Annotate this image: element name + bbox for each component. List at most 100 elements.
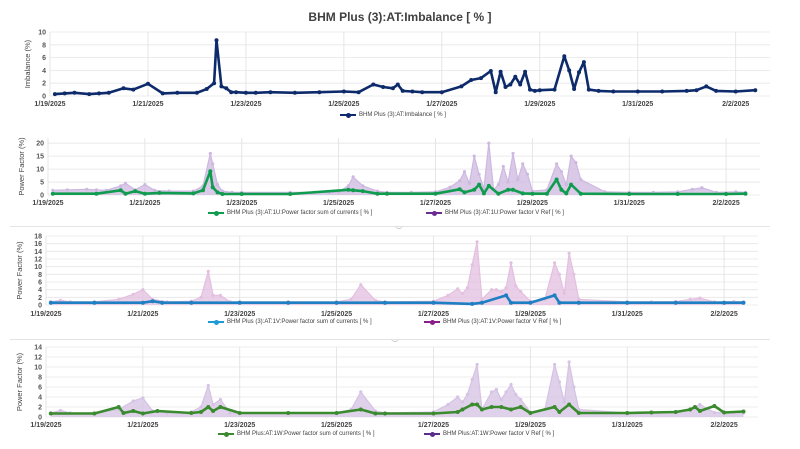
y-tick-label: 16 [34, 241, 42, 248]
data-point [48, 411, 53, 416]
data-point [160, 300, 165, 305]
legend-label: BHM Plus (3):AT:1V:Power factor V Ref [ … [443, 319, 562, 325]
data-point [341, 89, 346, 94]
legend-marker-icon [208, 319, 224, 325]
data-point [92, 411, 97, 416]
data-point [581, 60, 586, 65]
data-point [611, 89, 616, 94]
data-point [52, 92, 57, 97]
data-point [228, 411, 232, 415]
data-point [477, 172, 481, 176]
data-point [475, 402, 480, 407]
x-tick-label: 1/23/2025 [224, 311, 255, 318]
x-tick-label: 1/31/2025 [622, 101, 653, 108]
data-point [477, 182, 482, 187]
data-point [286, 300, 291, 305]
data-point [140, 411, 145, 416]
data-point [504, 390, 508, 394]
data-point [698, 296, 702, 300]
collapse-handle-icon[interactable] [391, 337, 399, 342]
x-tick-label: 1/23/2025 [226, 200, 257, 207]
data-point [119, 184, 123, 188]
data-point [141, 396, 145, 400]
x-tick-label: 1/21/2025 [127, 422, 158, 429]
data-point [286, 411, 291, 415]
data-point [528, 411, 533, 415]
data-point [465, 286, 469, 290]
x-tick-label: 1/29/2025 [517, 200, 548, 207]
data-point [218, 397, 222, 402]
data-point [390, 86, 395, 91]
data-point [577, 297, 581, 301]
data-point [700, 186, 704, 190]
data-point [459, 84, 464, 89]
data-point [487, 141, 491, 145]
y-tick-label: 15 [36, 154, 44, 161]
y-axis-label: Power Factor (%) [15, 352, 24, 411]
data-point [220, 192, 225, 196]
collapse-handle-icon[interactable] [395, 224, 403, 229]
data-point [106, 90, 111, 95]
data-point [470, 301, 475, 306]
data-point [475, 240, 479, 244]
data-point [116, 405, 121, 409]
y-tick-label: 20 [36, 141, 44, 148]
data-point [288, 192, 293, 196]
data-point [553, 261, 557, 265]
data-point [206, 405, 211, 409]
data-point [346, 187, 351, 192]
y-tick-label: 8 [38, 272, 42, 279]
data-point [155, 409, 160, 413]
data-point [506, 180, 510, 184]
data-point [523, 69, 528, 74]
legend-marker-icon [424, 319, 440, 325]
x-tick-label: 1/21/2025 [127, 311, 158, 318]
legend-1v-sum: BHM Plus (3):AT:1V:Power factor sum of c… [208, 319, 372, 325]
legend-label: BHM Plus (3):AT:1V:Power factor sum of c… [227, 319, 372, 325]
x-tick-label: 1/25/2025 [323, 200, 354, 207]
data-point [514, 392, 518, 397]
data-point [544, 191, 549, 196]
data-point [574, 161, 578, 165]
data-point [684, 88, 689, 93]
data-point [58, 408, 63, 413]
data-point [334, 411, 339, 415]
x-tick-label: 1/29/2025 [515, 311, 546, 318]
data-point [117, 297, 121, 301]
data-point [292, 90, 297, 95]
chart-title: BHM Plus (3):AT:Imbalance [ % ] [308, 10, 492, 24]
data-point [243, 90, 248, 95]
data-point [206, 269, 210, 273]
data-point [234, 90, 239, 95]
data-point [118, 188, 123, 193]
data-point [509, 382, 513, 387]
data-point [520, 191, 525, 196]
data-point [85, 187, 89, 191]
data-point [562, 54, 567, 59]
panel-divider [10, 226, 770, 227]
data-point [62, 91, 67, 96]
data-point [722, 410, 727, 415]
data-point [712, 404, 717, 408]
data-point [596, 88, 601, 93]
data-point [673, 410, 678, 414]
data-point [649, 410, 654, 415]
power-factor-1u-chart: 0 5 10 15 20 1/19/2025 1/21/2025 1/23/2025 1/25/… [17, 137, 760, 207]
data-point [567, 360, 571, 364]
data-point [456, 287, 460, 291]
legend-imbalance: BHM Plus (3):AT:Imbalance [ % ] [340, 112, 446, 118]
data-point [237, 411, 242, 415]
data-point [462, 190, 467, 195]
y-tick-label: 14 [34, 249, 42, 256]
data-point [490, 390, 494, 394]
data-point [87, 92, 92, 97]
data-point [470, 377, 474, 382]
data-point [94, 188, 98, 192]
y-tick-label: 0 [40, 193, 44, 200]
data-point [431, 411, 436, 416]
data-point [204, 87, 209, 91]
data-point [472, 187, 477, 192]
x-tick-label: 1/21/2025 [129, 200, 160, 207]
data-point [673, 300, 678, 305]
